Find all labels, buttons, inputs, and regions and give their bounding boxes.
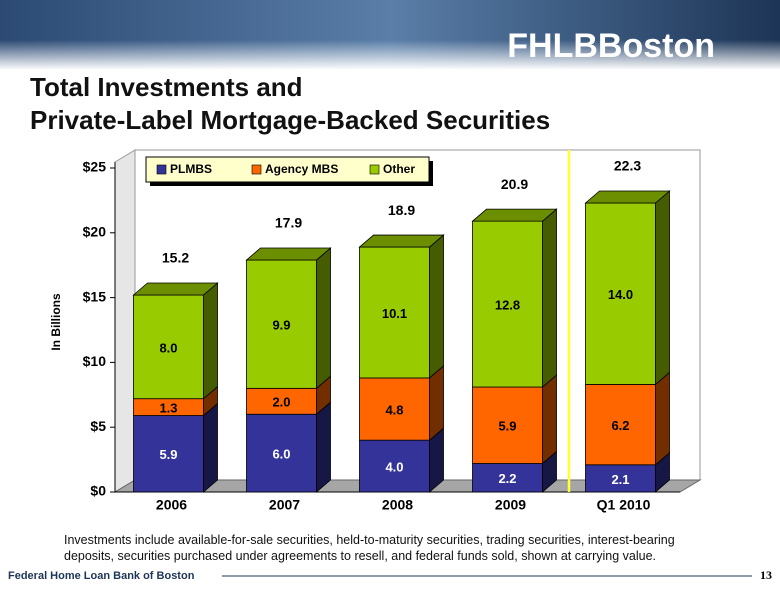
value-label: 12.8 [495,298,520,313]
x-tick-label: 2007 [269,497,300,513]
side-wall [114,149,136,493]
logo: FHLBBoston [507,27,715,65]
value-label: 6.2 [611,418,629,433]
bar-side [316,247,331,390]
bar [585,202,656,385]
bar [472,220,543,388]
title-line: Private-Label Mortgage-Backed Securities [30,105,550,135]
bar [133,415,204,493]
value-label: 6.0 [272,447,290,462]
bar-top [245,247,332,261]
footnote: Investments include available-for-sale s… [64,533,675,563]
value-label: 4.8 [385,402,403,417]
bar-side [542,208,557,388]
legend-label: Agency MBS [265,162,338,176]
bar-side [655,190,670,386]
bar [133,294,204,400]
value-label: 2.2 [498,471,516,486]
total-label: 15.2 [162,250,189,266]
bar-side [203,282,218,400]
total-label: 22.3 [614,158,641,174]
legend-box [145,156,430,183]
bar [472,463,543,493]
bar-side [542,374,557,465]
value-label: 2.0 [272,395,290,410]
bar-top [358,234,445,248]
header-fade [0,40,780,70]
bar [359,377,430,441]
value-label: 9.9 [272,318,290,333]
bar-side [429,365,444,442]
legend-swatch [251,164,262,175]
footnote-box: Investments include available-for-sale s… [64,533,675,563]
value-label: 5.9 [159,447,177,462]
value-label: 10.1 [382,306,407,321]
bar-top [471,208,558,222]
y-tick-label: $25 [83,159,107,175]
bar-side [429,234,444,379]
value-label: 5.9 [498,419,516,434]
bar-side [655,371,670,466]
bar-side [316,401,331,493]
total-label: 17.9 [275,215,302,231]
value-label: 14.0 [608,287,633,302]
y-tick-label: $10 [83,353,107,369]
bar [359,246,430,379]
x-tick-label: 2006 [156,497,187,513]
value-label: 1.3 [159,401,177,416]
y-tick-label: $20 [83,224,107,240]
y-tick-label: $0 [90,483,106,499]
footer: Federal Home Loan Bank of Boston [8,570,195,582]
x-tick-label: 2008 [382,497,413,513]
x-tick-label: 2009 [495,497,526,513]
bar-side [203,402,218,493]
bar-top [584,190,671,204]
bar [472,386,543,464]
y-tick-label: $15 [83,288,107,304]
bar [246,259,317,389]
value-label: 4.0 [385,460,403,475]
bar-top [132,282,219,296]
x-tick-label: Q1 2010 [597,497,651,513]
page-number: 13 [760,568,772,582]
y-tick-label: $5 [90,418,106,434]
total-label: 18.9 [388,202,415,218]
legend-swatch [156,164,167,175]
legend-label: Other [383,162,415,176]
legend-swatch [369,164,380,175]
value-label: 8.0 [159,340,177,355]
value-label: 2.1 [611,472,629,487]
legend-label: PLMBS [170,162,212,176]
title-line: Total Investments and [30,72,303,102]
chart: $0 $5 $10 $15 $20 $25 2006 5.9 1.3 8.0 15.2 2007 6.0… [83,149,702,513]
y-axis-label: In Billions [49,293,63,351]
total-label: 20.9 [501,176,528,192]
